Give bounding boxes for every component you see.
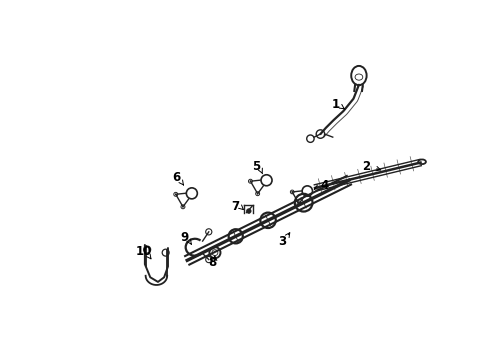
Text: 8: 8 bbox=[209, 256, 217, 269]
Text: 6: 6 bbox=[172, 171, 180, 184]
Text: 5: 5 bbox=[252, 160, 261, 173]
Text: 1: 1 bbox=[332, 98, 340, 111]
Text: 4: 4 bbox=[320, 179, 328, 192]
Text: 7: 7 bbox=[232, 200, 240, 213]
Text: 2: 2 bbox=[363, 160, 371, 173]
Text: 3: 3 bbox=[278, 235, 286, 248]
Text: 9: 9 bbox=[180, 231, 188, 244]
Circle shape bbox=[246, 209, 251, 213]
Text: 10: 10 bbox=[135, 244, 151, 258]
